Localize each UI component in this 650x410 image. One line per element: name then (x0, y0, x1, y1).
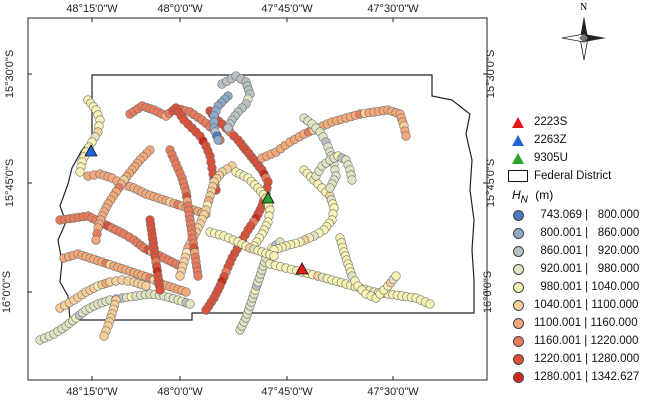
class-dot-icon (512, 317, 524, 329)
elevation-point (175, 271, 185, 281)
class-dot-icon (512, 281, 524, 293)
legend-class-range: 1220.001 | 1280.000 (534, 353, 640, 366)
left-lat-label-3: 16°0'0"S (1, 270, 14, 314)
elevation-point (213, 135, 223, 145)
legend-class-range: 1280.001 | 1342.627 (534, 371, 640, 384)
right-lat-label-1: 15°30'0"S (485, 49, 498, 99)
north-label: N (580, 2, 588, 13)
left-lat-label-1: 15°30'0"S (4, 49, 17, 99)
class-dot-icon (512, 245, 524, 257)
legend-class-row: 743.069 | 800.000 (508, 207, 648, 223)
class-dot-icon (512, 335, 524, 347)
elevation-point (325, 183, 335, 193)
legend-class-range: 1160.001 | 1220.000 (534, 335, 639, 348)
legend-title-unit: (m) (535, 188, 554, 202)
legend-title-main: H (512, 188, 521, 202)
bottom-lon-label-2: 48°0'0"W (157, 386, 203, 398)
class-dot-icon (512, 353, 524, 365)
legend-class-row: 1280.001 | 1342.627 (508, 369, 648, 385)
elevation-point (181, 287, 191, 297)
red-triangle-icon (512, 116, 524, 128)
elevation-point (91, 235, 101, 245)
elevation-point (425, 299, 435, 309)
legend-classes: 743.069 | 800.000 800.001 | 860.000 860.… (508, 207, 648, 385)
top-lon-label-3: 47°45'0"W (261, 3, 313, 15)
class-dot-icon (512, 227, 524, 239)
station-markers (84, 144, 309, 275)
legend-class-range: 860.001 | 920.000 (534, 245, 640, 258)
blue-triangle-icon (512, 134, 524, 146)
legend-title-sub: N (520, 194, 528, 206)
elevation-point (141, 281, 151, 291)
elevation-point (185, 299, 195, 309)
legend-class-row: 920.001 | 980.000 (508, 261, 648, 277)
legend-district: Federal District (508, 168, 648, 184)
top-lon-label-4: 47°30'0"W (367, 3, 419, 15)
right-lat-label-3: 16°0'0"S (482, 270, 495, 314)
station-marker-9305U (261, 191, 275, 204)
right-lat-label-2: 15°45'0"S (485, 158, 498, 208)
legend-class-row: 1160.001 | 1220.000 (508, 333, 648, 349)
class-dot-icon (512, 299, 524, 311)
elevation-point (401, 131, 411, 141)
legend-station-2223S: 2223S (508, 114, 648, 130)
legend-class-range: 1040.001 | 1100.000 (534, 299, 639, 312)
bottom-lon-label-1: 48°15'0"W (66, 386, 118, 398)
frame-ticks (28, 18, 487, 380)
elevation-point (75, 167, 85, 177)
legend-class-row: 1220.001 | 1280.000 (508, 351, 648, 367)
district-box-icon (508, 170, 528, 182)
legend-class-range: 920.001 | 980.000 (534, 263, 640, 276)
elevation-point (201, 305, 211, 315)
bottom-lon-label-3: 47°45'0"W (261, 386, 313, 398)
elevation-point (391, 271, 401, 281)
elevation-point (193, 271, 203, 281)
elevation-point (155, 285, 165, 295)
legend-class-range: 980.001 | 1040.000 (534, 281, 640, 294)
elevation-point (223, 123, 233, 133)
elevation-points (35, 71, 435, 345)
legend-title: HN (m) (508, 188, 648, 205)
legend-class-row: 860.001 | 920.000 (508, 243, 648, 259)
station-marker-2263Z (84, 144, 98, 157)
map-frame (27, 17, 488, 381)
legend-district-label: Federal District (534, 170, 612, 182)
legend-class-range: 800.001 | 860.000 (534, 227, 640, 240)
elevation-point (269, 251, 279, 261)
left-lat-label-2: 15°45'0"S (4, 158, 17, 208)
legend-class-row: 1040.001 | 1100.000 (508, 297, 648, 313)
top-lon-label-1: 48°15'0"W (66, 3, 118, 15)
legend-station-label: 9305U (534, 152, 568, 164)
bottom-lon-label-4: 47°30'0"W (367, 386, 419, 398)
map-legend: 2223S 2263Z 9305U Federal District HN (m… (508, 112, 648, 387)
class-dot-icon (512, 209, 524, 221)
green-triangle-icon (512, 152, 524, 164)
legend-station-label: 2263Z (534, 134, 567, 146)
elevation-point (347, 175, 357, 185)
class-dot-icon (512, 263, 524, 275)
north-arrow-icon (561, 16, 606, 61)
station-marker-2223S (295, 262, 309, 275)
legend-station-label: 2223S (534, 116, 568, 128)
elevation-point (99, 331, 109, 341)
top-lon-label-2: 48°0'0"W (157, 3, 203, 15)
legend-class-range: 743.069 | 800.000 (534, 209, 640, 222)
legend-class-range: 1100.001 | 1160.000 (534, 317, 638, 330)
legend-class-row: 1100.001 | 1160.000 (508, 315, 648, 331)
legend-station-9305U: 9305U (508, 150, 648, 166)
federal-district-boundary (57, 74, 475, 321)
legend-station-2263Z: 2263Z (508, 132, 648, 148)
legend-class-row: 980.001 | 1040.000 (508, 279, 648, 295)
class-dot-icon (512, 371, 524, 383)
legend-class-row: 800.001 | 860.000 (508, 225, 648, 241)
